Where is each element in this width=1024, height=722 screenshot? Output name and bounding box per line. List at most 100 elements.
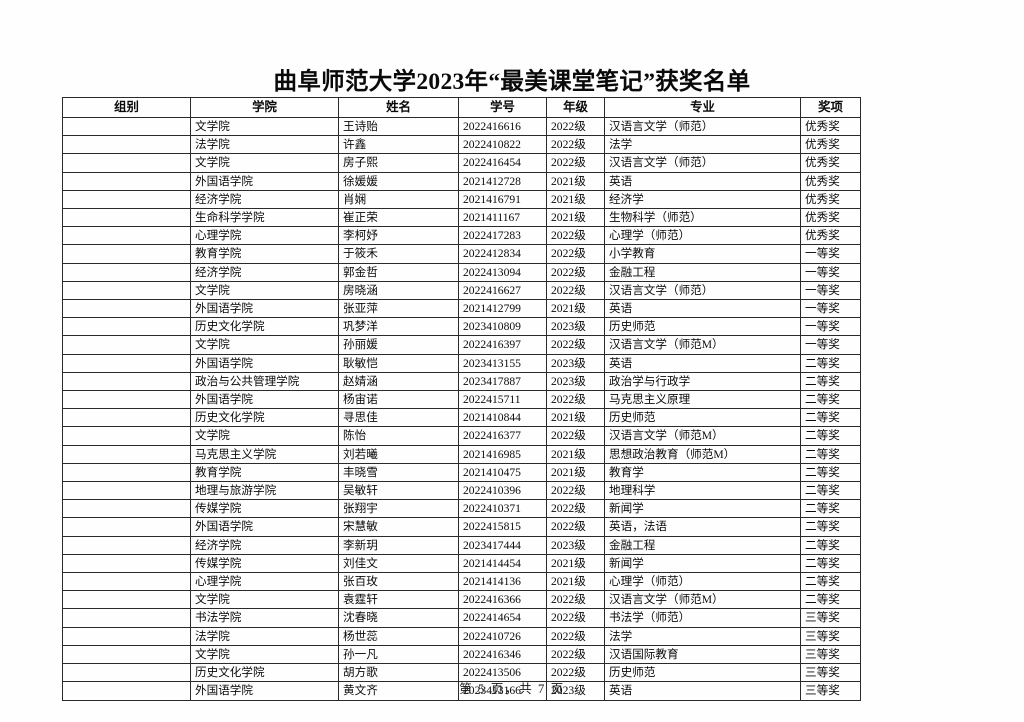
cell-major: 历史师范: [604, 663, 801, 683]
cell-award: 优秀奖: [800, 208, 861, 228]
cell-college: 传媒学院: [190, 499, 339, 519]
cell-student-id: 2022413506: [458, 663, 547, 683]
cell-grade: 2021级: [546, 444, 605, 464]
cell-student-id: 2022416397: [458, 335, 547, 355]
table-row: 经济学院 肖娴 2021416791 2021级 经济学 优秀奖: [62, 189, 861, 210]
cell-group: [62, 517, 191, 537]
table-row: 文学院 孙丽媛 2022416397 2022级 汉语言文学（师范M） 一等奖: [62, 335, 861, 355]
cell-name: 耿敏恺: [338, 353, 459, 373]
cell-name: 巩梦洋: [338, 317, 459, 337]
cell-major: 书法学（师范）: [604, 608, 801, 628]
cell-major: 生物科学（师范）: [604, 208, 801, 228]
cell-major: 政治学与行政学: [604, 371, 801, 392]
table-row: 文学院 房子熙 2022416454 2022级 汉语言文学（师范） 优秀奖: [62, 153, 861, 173]
cell-major: 金融工程: [604, 262, 801, 282]
cell-student-id: 2022410371: [458, 499, 547, 519]
cell-student-id: 2022417283: [458, 226, 547, 246]
cell-name: 沈春晓: [338, 608, 459, 628]
cell-grade: 2021级: [546, 408, 605, 428]
cell-student-id: 2021411167: [458, 208, 547, 228]
cell-student-id: 2022416346: [458, 644, 547, 665]
cell-major: 英语: [604, 299, 801, 319]
cell-grade: 2023级: [546, 317, 605, 337]
cell-grade: 2022级: [546, 244, 605, 264]
cell-college: 政治与公共管理学院: [190, 371, 339, 392]
table-row: 文学院 王诗贻 2022416616 2022级 汉语言文学（师范） 优秀奖: [62, 116, 861, 137]
cell-student-id: 2022416616: [458, 116, 547, 137]
cell-major: 历史师范: [604, 408, 801, 428]
cell-name: 刘若曦: [338, 444, 459, 464]
cell-student-id: 2022414654: [458, 608, 547, 628]
cell-award: 优秀奖: [800, 116, 861, 137]
cell-award: 优秀奖: [800, 135, 861, 155]
cell-award: 二等奖: [800, 535, 861, 555]
column-header-group: 组别: [62, 97, 191, 118]
cell-major: 英语，法语: [604, 517, 801, 537]
cell-award: 三等奖: [800, 681, 861, 701]
cell-major: 法学: [604, 626, 801, 646]
cell-grade: 2022级: [546, 335, 605, 355]
cell-group: [62, 408, 191, 428]
cell-name: 吴敏轩: [338, 481, 459, 501]
cell-award: 一等奖: [800, 299, 861, 319]
column-header-student-id: 学号: [458, 97, 547, 118]
cell-student-id: 2022410726: [458, 626, 547, 646]
cell-group: [62, 208, 191, 228]
cell-major: 金融工程: [604, 535, 801, 555]
cell-college: 法学院: [190, 626, 339, 646]
cell-name: 张翔宇: [338, 499, 459, 519]
cell-name: 徐媛媛: [338, 171, 459, 191]
table-row: 经济学院 郭金哲 2022413094 2022级 金融工程 一等奖: [62, 262, 861, 282]
cell-grade: 2023级: [546, 681, 605, 701]
cell-name: 宋慧敏: [338, 517, 459, 537]
cell-grade: 2023级: [546, 353, 605, 373]
cell-student-id: 2022416377: [458, 426, 547, 446]
cell-name: 崔正荣: [338, 208, 459, 228]
cell-student-id: 2022415711: [458, 390, 547, 410]
cell-group: [62, 335, 191, 355]
cell-award: 二等奖: [800, 408, 861, 428]
cell-grade: 2021级: [546, 189, 605, 210]
cell-award: 三等奖: [800, 608, 861, 628]
table-row: 外国语学院 徐媛媛 2021412728 2021级 英语 优秀奖: [62, 171, 861, 191]
cell-name: 李新玥: [338, 535, 459, 555]
cell-college: 文学院: [190, 116, 339, 137]
cell-grade: 2022级: [546, 608, 605, 628]
cell-name: 孙一凡: [338, 644, 459, 665]
cell-student-id: 2023413166: [458, 681, 547, 701]
cell-college: 历史文化学院: [190, 317, 339, 337]
cell-group: [62, 135, 191, 155]
cell-college: 马克思主义学院: [190, 444, 339, 464]
cell-award: 二等奖: [800, 590, 861, 610]
cell-major: 英语: [604, 171, 801, 191]
cell-group: [62, 390, 191, 410]
cell-award: 二等奖: [800, 390, 861, 410]
cell-name: 丰晓雪: [338, 462, 459, 483]
cell-grade: 2021级: [546, 208, 605, 228]
cell-college: 心理学院: [190, 226, 339, 246]
cell-college: 文学院: [190, 426, 339, 446]
award-list-table: 组别 学院 姓名 学号 年级 专业 奖项 文学院 王诗贻 2022416616 202…: [62, 97, 861, 701]
cell-student-id: 2021412728: [458, 171, 547, 191]
cell-college: 外国语学院: [190, 681, 339, 701]
table-row: 生命科学学院 崔正荣 2021411167 2021级 生物科学（师范） 优秀奖: [62, 208, 861, 228]
cell-award: 二等奖: [800, 572, 861, 592]
cell-award: 一等奖: [800, 280, 861, 301]
table-row: 文学院 孙一凡 2022416346 2022级 汉语国际教育 三等奖: [62, 644, 861, 665]
cell-group: [62, 280, 191, 301]
cell-grade: 2022级: [546, 153, 605, 173]
cell-group: [62, 462, 191, 483]
cell-major: 心理学（师范）: [604, 226, 801, 246]
cell-group: [62, 608, 191, 628]
cell-major: 马克思主义原理: [604, 390, 801, 410]
cell-award: 二等奖: [800, 553, 861, 574]
cell-major: 地理科学: [604, 481, 801, 501]
cell-grade: 2022级: [546, 226, 605, 246]
cell-student-id: 2021414136: [458, 572, 547, 592]
cell-grade: 2022级: [546, 116, 605, 137]
cell-student-id: 2022416366: [458, 590, 547, 610]
cell-college: 文学院: [190, 335, 339, 355]
table-header: 组别 学院 姓名 学号 年级 专业 奖项: [62, 97, 861, 118]
table-row: 文学院 房晓涵 2022416627 2022级 汉语言文学（师范） 一等奖: [62, 280, 861, 301]
